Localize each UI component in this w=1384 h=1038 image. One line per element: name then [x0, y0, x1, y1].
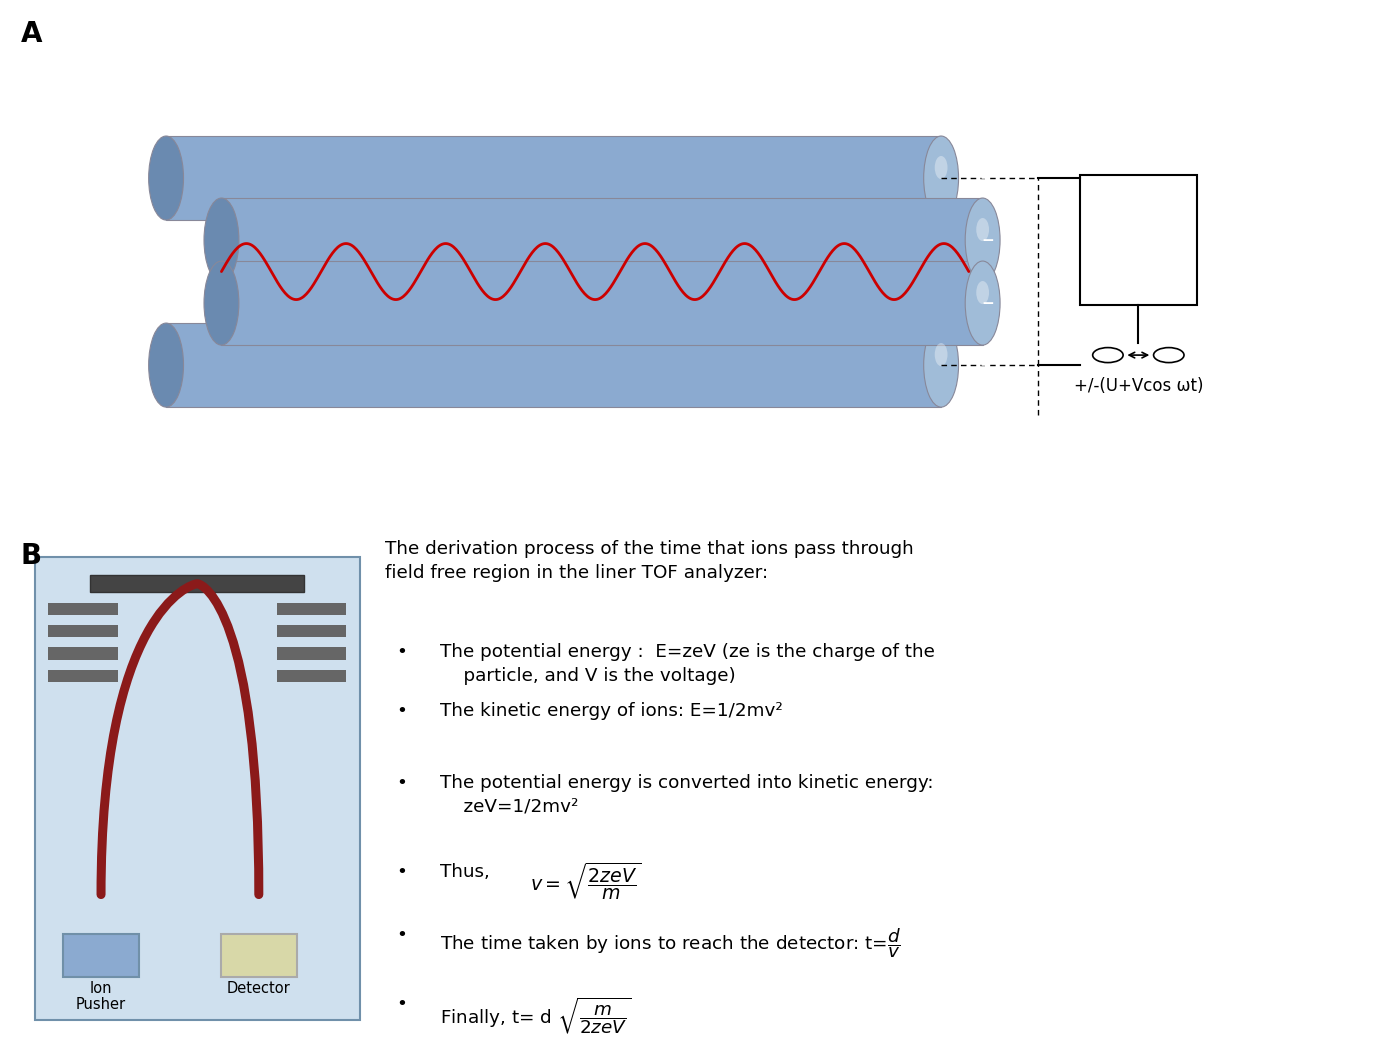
Bar	[48, 670, 118, 682]
Text: Detector: Detector	[227, 981, 291, 996]
Ellipse shape	[965, 262, 1001, 345]
Text: −: −	[981, 296, 995, 310]
Text: •: •	[396, 863, 407, 881]
Text: The potential energy :  E=zeV (ze is the charge of the
    particle, and V is th: The potential energy : E=zeV (ze is the …	[440, 644, 936, 685]
Bar	[221, 934, 298, 977]
Text: The time taken by ions to reach the detector: t=$\dfrac{d}{v}$: The time taken by ions to reach the dete…	[440, 926, 901, 960]
Bar	[62, 934, 138, 977]
Text: Ion
Pusher: Ion Pusher	[76, 981, 126, 1012]
Text: •: •	[396, 926, 407, 945]
Bar	[277, 670, 346, 682]
Ellipse shape	[965, 198, 1001, 282]
Text: +: +	[980, 358, 991, 372]
Bar	[277, 625, 346, 637]
Text: Finally, t= d $\sqrt{\dfrac{m}{2zeV}}$: Finally, t= d $\sqrt{\dfrac{m}{2zeV}}$	[440, 995, 631, 1036]
Text: •: •	[396, 773, 407, 792]
Bar	[221, 262, 983, 345]
Bar	[166, 323, 941, 407]
Bar	[48, 603, 118, 614]
Ellipse shape	[976, 281, 990, 304]
Bar	[166, 136, 941, 220]
Bar	[1080, 175, 1197, 305]
Ellipse shape	[148, 136, 184, 220]
Ellipse shape	[203, 198, 239, 282]
Bar	[48, 625, 118, 637]
Ellipse shape	[923, 136, 959, 220]
Text: A: A	[21, 20, 43, 48]
Text: •: •	[396, 703, 407, 720]
Ellipse shape	[976, 218, 990, 241]
Ellipse shape	[1092, 348, 1122, 362]
Bar	[48, 648, 118, 659]
Bar	[221, 198, 983, 282]
Bar	[90, 575, 304, 593]
Text: •: •	[396, 644, 407, 661]
Text: $v = \sqrt{\dfrac{2zeV}{m}}$: $v = \sqrt{\dfrac{2zeV}{m}}$	[530, 861, 641, 902]
Text: •: •	[396, 995, 407, 1013]
Text: +/-(U+Vcos ωt): +/-(U+Vcos ωt)	[1074, 377, 1203, 395]
Bar	[277, 648, 346, 659]
Text: B: B	[21, 542, 42, 570]
Ellipse shape	[148, 323, 184, 407]
FancyBboxPatch shape	[35, 556, 360, 1019]
Text: The potential energy is converted into kinetic energy:
    zeV=1/2mv²: The potential energy is converted into k…	[440, 773, 934, 815]
Ellipse shape	[923, 323, 959, 407]
Text: −: −	[981, 233, 995, 247]
Text: +: +	[980, 171, 991, 185]
Bar	[277, 603, 346, 614]
Ellipse shape	[203, 262, 239, 345]
Text: The derivation process of the time that ions pass through
field free region in t: The derivation process of the time that …	[385, 540, 913, 582]
Text: The kinetic energy of ions: E=1/2mv²: The kinetic energy of ions: E=1/2mv²	[440, 703, 783, 720]
Ellipse shape	[934, 343, 948, 366]
Ellipse shape	[934, 156, 948, 180]
Ellipse shape	[1154, 348, 1183, 362]
Text: Thus,: Thus,	[440, 863, 495, 881]
